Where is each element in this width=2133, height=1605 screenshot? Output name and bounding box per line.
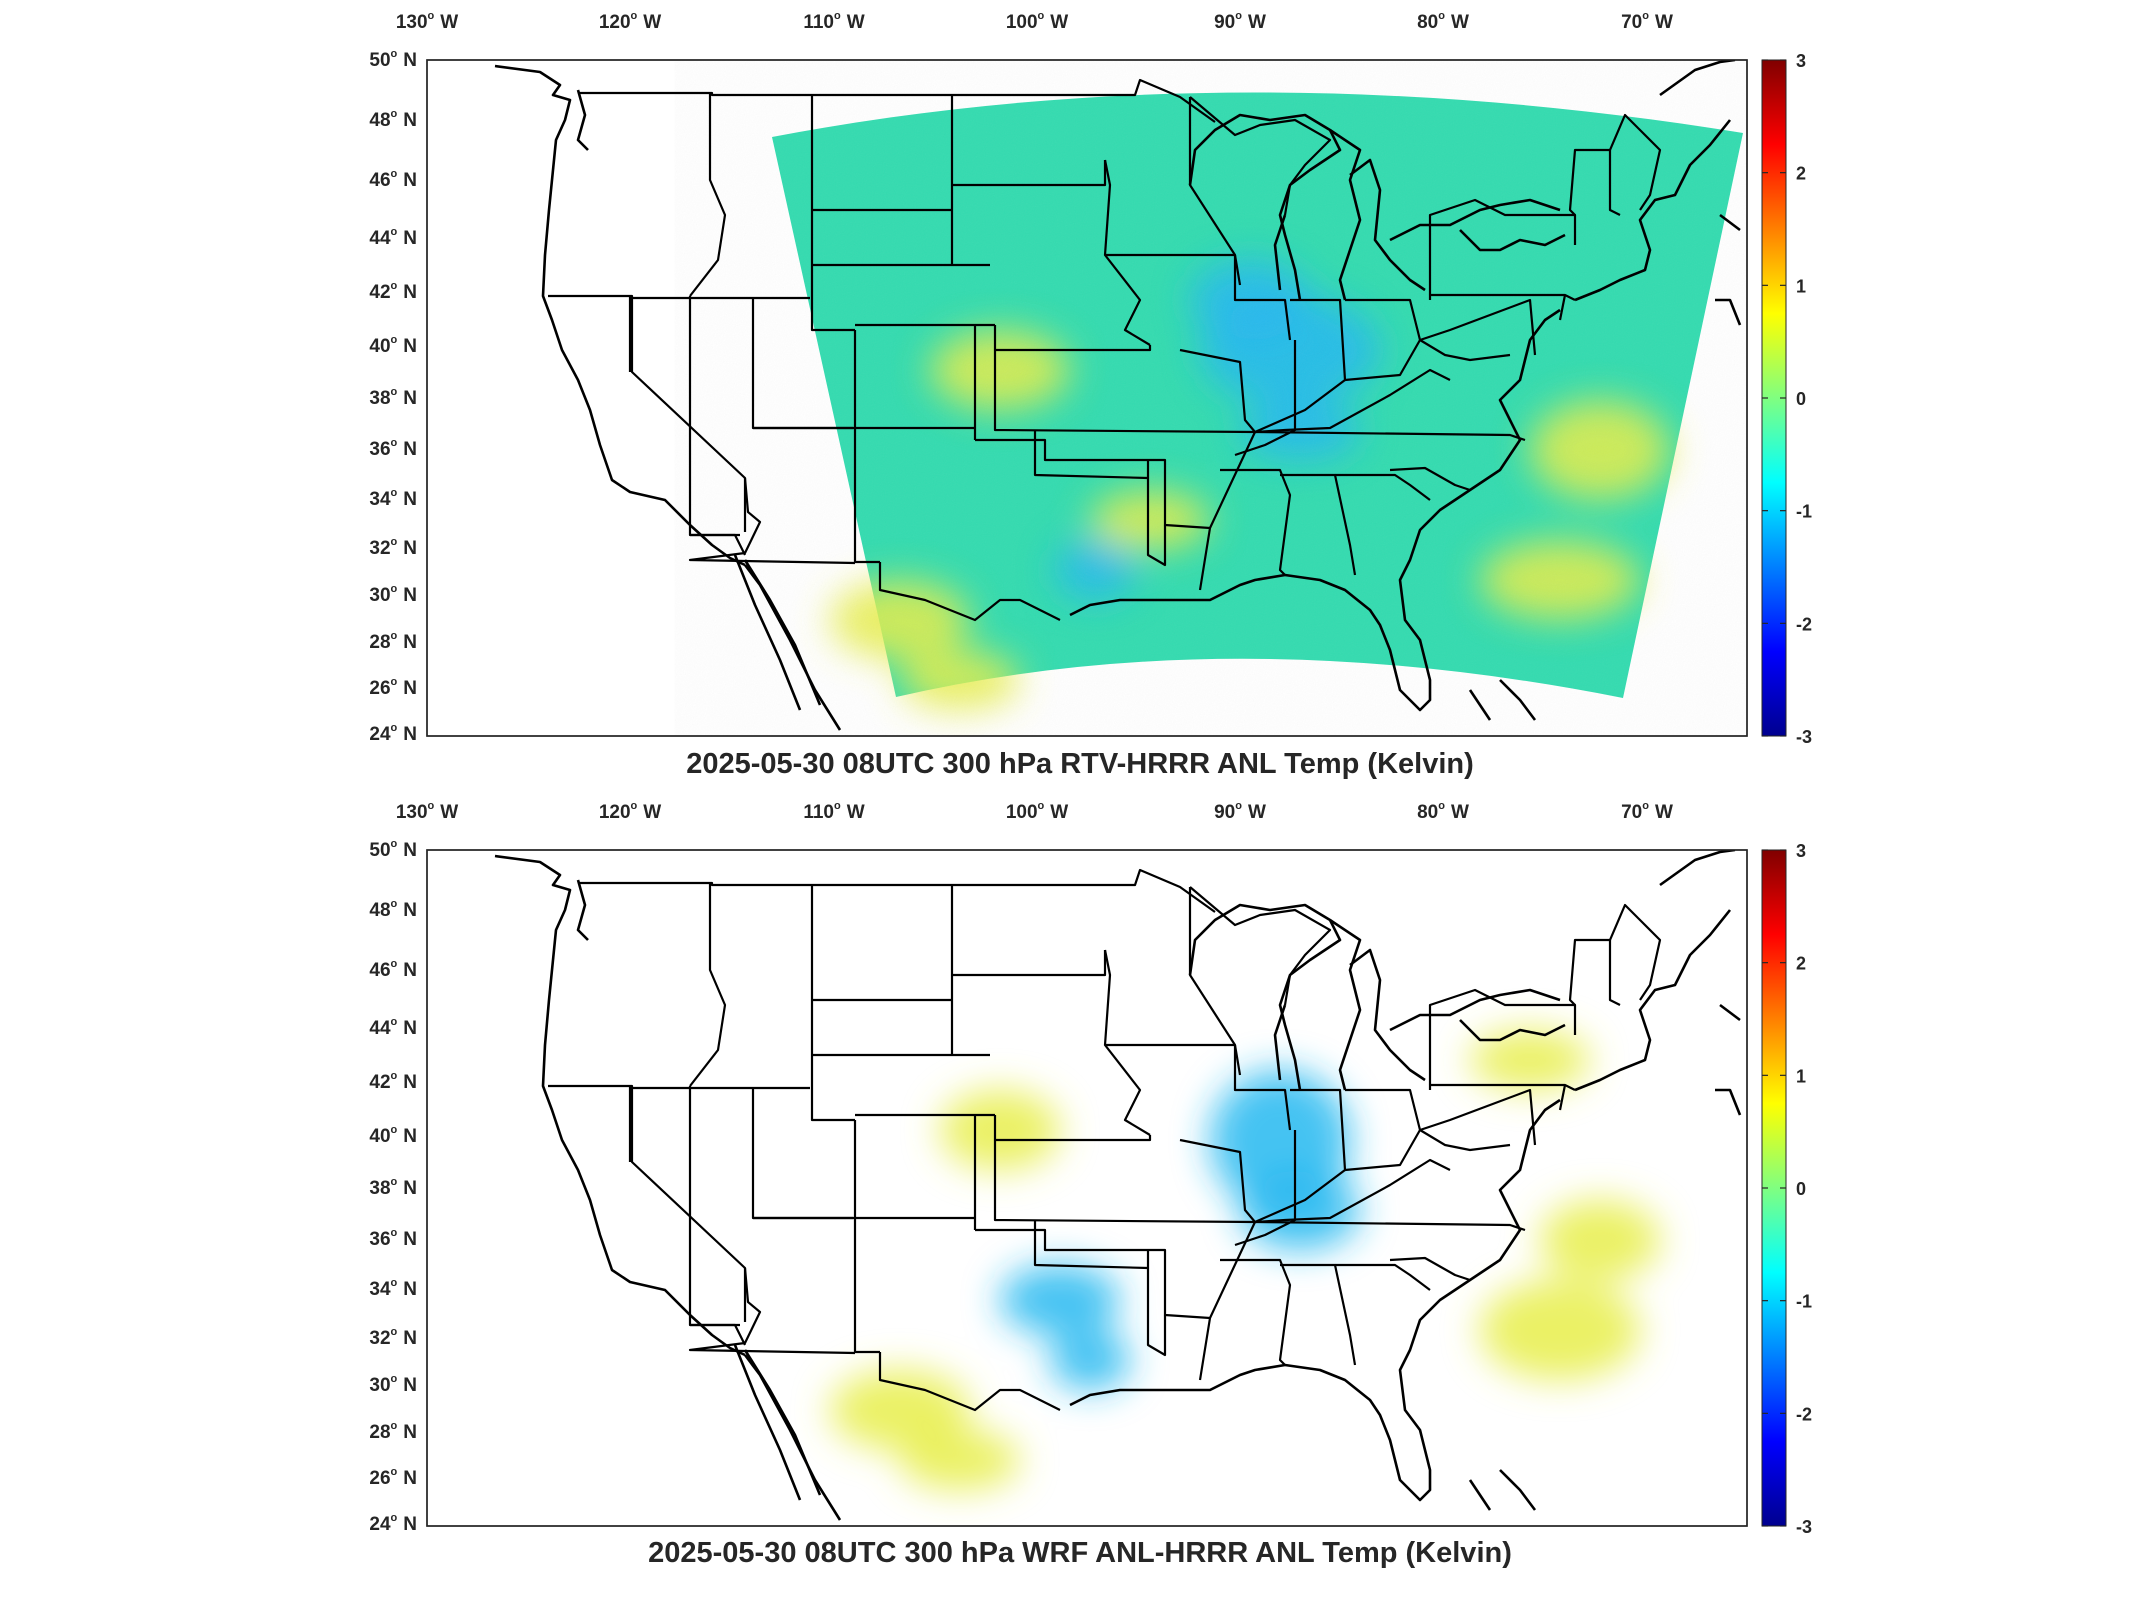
latitude-tick-label: 46o N	[369, 958, 417, 981]
latitude-tick-label: 36o N	[369, 1227, 417, 1250]
latitude-tick-label: 42o N	[369, 1070, 417, 1093]
panel-title: 2025-05-30 08UTC 300 hPa WRF ANL-HRRR AN…	[648, 1537, 1512, 1569]
latitude-tick-label: 24o N	[369, 1512, 417, 1535]
colorbar-tick-label: 1	[1796, 276, 1806, 296]
latitude-tick-label: 32o N	[369, 536, 417, 559]
latitude-tick-label: 28o N	[369, 630, 417, 653]
colorbar: 3 2 1 0 -1 -2 -3	[1761, 51, 1812, 747]
colorbar-tick-label: -2	[1796, 614, 1812, 634]
colorbar-tick-label: 1	[1796, 1066, 1806, 1086]
colorbar-tick-label: -1	[1796, 502, 1812, 522]
longitude-ticks: 130o W 120o W 110o W 100o W 90o W 80o W 70o W	[396, 800, 1673, 823]
longitude-tick-label: 130o W	[396, 800, 458, 823]
latitude-tick-label: 50o N	[369, 48, 417, 71]
latitude-tick-label: 44o N	[369, 1016, 417, 1039]
latitude-tick-label: 30o N	[369, 583, 417, 606]
longitude-tick-label: 110o W	[803, 800, 864, 823]
latitude-tick-label: 38o N	[369, 1176, 417, 1199]
longitude-tick-label: 110o W	[803, 10, 864, 33]
colorbar-tick-label: 3	[1796, 841, 1806, 861]
colorbar-tick-label: 3	[1796, 51, 1806, 71]
longitude-tick-label: 120o W	[599, 800, 661, 823]
longitude-tick-label: 90o W	[1214, 10, 1266, 33]
latitude-tick-label: 28o N	[369, 1420, 417, 1443]
cool-anomaly	[1050, 1330, 1130, 1390]
colorbar-tick-label: 0	[1796, 389, 1806, 409]
colorbar-tick-label: 0	[1796, 1179, 1806, 1199]
state-borders	[494, 850, 1742, 1521]
warm-anomaly	[1480, 1280, 1640, 1380]
latitude-tick-label: 50o N	[369, 838, 417, 861]
longitude-tick-label: 80o W	[1417, 10, 1469, 33]
longitude-ticks: 130o W 120o W 110o W 100o W 90o W 80o W 70o W	[396, 10, 1673, 33]
colorbar-tick-label: 2	[1796, 954, 1806, 974]
longitude-tick-label: 70o W	[1621, 10, 1673, 33]
latitude-tick-label: 48o N	[369, 898, 417, 921]
warm-anomaly	[900, 1430, 1020, 1490]
map-panel-top: 130o W 120o W 110o W 100o W 90o W 80o W 70o W 50o N 48o…	[369, 10, 1812, 780]
map-frame	[426, 849, 1748, 1527]
latitude-tick-label: 48o N	[369, 108, 417, 131]
latitude-tick-label: 40o N	[369, 334, 417, 357]
colorbar-tick-label: -3	[1796, 1517, 1812, 1537]
latitude-ticks: 50o N 48o N 46o N 44o N 42o N 40o N 38o N 36o N 34o N 32o N…	[369, 48, 417, 745]
colorbar-tick-label: 2	[1796, 164, 1806, 184]
latitude-tick-label: 46o N	[369, 168, 417, 191]
colorbar-tick-label: -2	[1796, 1404, 1812, 1424]
anomaly-field	[830, 1030, 1660, 1490]
warm-anomaly	[940, 1090, 1060, 1170]
colorbar-tick-label: -3	[1796, 727, 1812, 747]
latitude-tick-label: 24o N	[369, 722, 417, 745]
longitude-tick-label: 70o W	[1621, 800, 1673, 823]
colorbar-tick-label: -1	[1796, 1292, 1812, 1312]
latitude-ticks: 50o N 48o N 46o N 44o N 42o N 40o N 38o N 36o N 34o N 32o N…	[369, 838, 417, 1535]
panel-title: 2025-05-30 08UTC 300 hPa RTV-HRRR ANL Te…	[686, 748, 1474, 780]
cool-anomaly	[1240, 1170, 1360, 1250]
latitude-tick-label: 38o N	[369, 386, 417, 409]
warm-anomaly	[1470, 1030, 1590, 1090]
latitude-tick-label: 34o N	[369, 1277, 417, 1300]
longitude-tick-label: 130o W	[396, 10, 458, 33]
latitude-tick-label: 30o N	[369, 1373, 417, 1396]
longitude-tick-label: 100o W	[1006, 800, 1068, 823]
warm-anomaly	[830, 1370, 970, 1450]
longitude-tick-label: 80o W	[1417, 800, 1469, 823]
cool-anomaly	[1000, 1265, 1120, 1335]
longitude-tick-label: 120o W	[599, 10, 661, 33]
warm-anomaly	[1540, 1200, 1660, 1280]
latitude-tick-label: 26o N	[369, 1466, 417, 1489]
latitude-tick-label: 32o N	[369, 1326, 417, 1349]
longitude-tick-label: 100o W	[1006, 10, 1068, 33]
colorbar: 3 2 1 0 -1 -2 -3	[1761, 841, 1812, 1537]
latitude-tick-label: 40o N	[369, 1124, 417, 1147]
map-panel-bottom: 130o W 120o W 110o W 100o W 90o W 80o W 70o W 50o N 48o…	[369, 800, 1812, 1569]
latitude-tick-label: 34o N	[369, 487, 417, 510]
state-borders	[494, 60, 1742, 731]
latitude-tick-label: 42o N	[369, 280, 417, 303]
latitude-tick-label: 44o N	[369, 226, 417, 249]
longitude-tick-label: 90o W	[1214, 800, 1266, 823]
latitude-tick-label: 36o N	[369, 437, 417, 460]
latitude-tick-label: 26o N	[369, 676, 417, 699]
